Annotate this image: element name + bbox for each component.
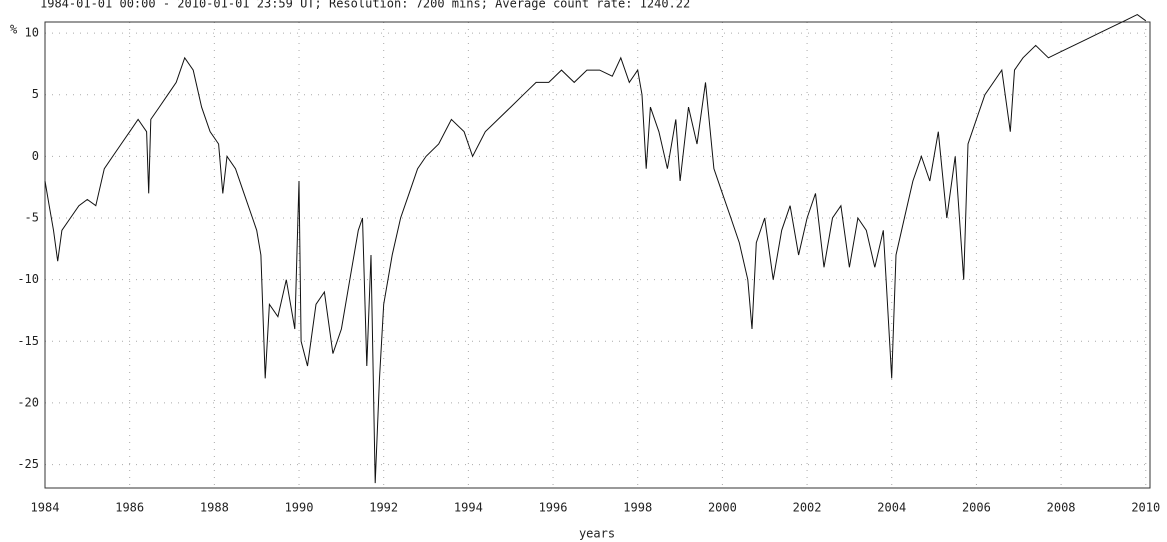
y-tick-label: 0 bbox=[32, 149, 39, 163]
y-tick-label: -10 bbox=[17, 272, 39, 286]
y-tick-label: 10 bbox=[25, 26, 39, 40]
y-axis-label: % bbox=[10, 23, 18, 37]
x-tick-label: 2010 bbox=[1131, 501, 1160, 515]
plot-frame bbox=[44, 21, 1151, 489]
x-tick-label: 2006 bbox=[962, 501, 991, 515]
x-tick-label: 1996 bbox=[539, 501, 568, 515]
x-tick-label: 1988 bbox=[200, 501, 229, 515]
x-tick-label: 1992 bbox=[369, 501, 398, 515]
y-tick-label: -5 bbox=[25, 211, 39, 225]
x-tick-label: 1994 bbox=[454, 501, 483, 515]
y-tick-label: -25 bbox=[17, 457, 39, 471]
x-tick-label: 1984 bbox=[31, 501, 60, 515]
x-tick-label: 2008 bbox=[1047, 501, 1076, 515]
x-tick-label: 1998 bbox=[623, 501, 652, 515]
x-tick-label: 2004 bbox=[877, 501, 906, 515]
y-tick-label: -20 bbox=[17, 395, 39, 409]
x-tick-label: 1990 bbox=[285, 501, 314, 515]
y-tick-label: 5 bbox=[32, 87, 39, 101]
x-tick-label: 2002 bbox=[793, 501, 822, 515]
data-line bbox=[44, 14, 1147, 484]
x-tick-label: 1986 bbox=[115, 501, 144, 515]
y-tick-label: -15 bbox=[17, 334, 39, 348]
x-axis-label: years bbox=[579, 527, 615, 541]
x-tick-label: 2000 bbox=[708, 501, 737, 515]
chart-title: 1984-01-01 00:00 - 2010-01-01 23:59 UT; … bbox=[40, 0, 690, 11]
